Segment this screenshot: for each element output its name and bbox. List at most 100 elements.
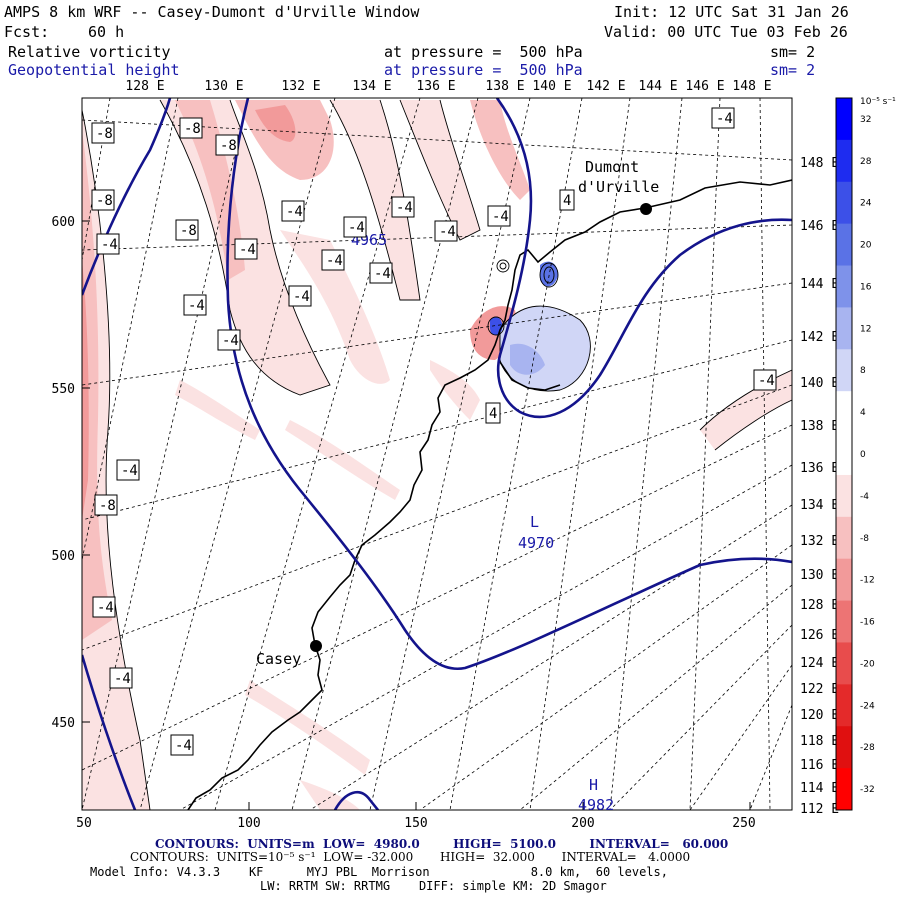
vort-label: -4	[239, 242, 256, 258]
colorbar-label: -24	[860, 701, 875, 711]
lon-label: 120 E	[800, 708, 839, 723]
field2-smoothing: sm= 2	[770, 61, 816, 79]
lon-label: 132 E	[800, 534, 839, 549]
colorbar-cell	[836, 181, 852, 225]
colorbar-cell	[836, 98, 852, 141]
vort-label: -8	[184, 121, 201, 137]
x-tick-label: 150	[404, 816, 427, 831]
lon-label: 138 E	[800, 419, 839, 434]
lon-label: 138 E	[485, 79, 524, 94]
colorbar-cell	[836, 223, 852, 267]
colorbar-cell	[836, 516, 852, 560]
field1-name: Relative vorticity	[8, 43, 171, 61]
vort-label: -4	[114, 671, 131, 687]
valid-time: Valid: 00 UTC Tue 03 Feb 26	[604, 23, 848, 41]
colorbar-unit: 10⁻⁵ s⁻¹	[860, 97, 896, 107]
vort-label: 4	[489, 406, 497, 422]
height-contour-info: CONTOURS: UNITS=m LOW= 4980.0 HIGH= 5100…	[155, 837, 729, 851]
colorbar-label: -4	[860, 492, 869, 502]
height-contours	[82, 98, 792, 810]
vort-label: -4	[439, 224, 456, 240]
lon-label: 128 E	[125, 79, 164, 94]
y-tick-label: 600	[52, 215, 75, 230]
vort-label: -4	[374, 266, 391, 282]
lon-label: 128 E	[800, 598, 839, 613]
high-center-value: 4982	[578, 796, 614, 814]
colorbar-cell	[836, 265, 852, 308]
low-center-value: 4970	[518, 534, 554, 552]
colorbar-cell	[836, 600, 852, 643]
colorbar-cell	[836, 684, 852, 727]
vort-label: -4	[286, 204, 303, 220]
vort-label: -4	[222, 333, 239, 349]
dumont-label-line2: d'Urville	[578, 178, 659, 196]
colorbar-label: -12	[860, 576, 875, 586]
lon-label: 142 E	[800, 330, 839, 345]
colorbar-label: 20	[860, 241, 872, 251]
lon-label: 130 E	[204, 79, 243, 94]
right-longitude-labels: 148 E 146 E 144 E 142 E 140 E 138 E 136 …	[800, 156, 839, 817]
lon-label: 140 E	[800, 376, 839, 391]
vorticity-labels: -8 -8 -8 -8 -4 -4 -4 -4 -4 -8 -4 -4 -4 -…	[91, 107, 777, 756]
y-tick-label: 500	[52, 549, 75, 564]
lon-label: 146 E	[685, 79, 724, 94]
colorbar-cell	[836, 558, 852, 602]
vorticity-contour-info: CONTOURS: UNITS=10⁻⁵ s⁻¹ LOW= -32.000 HI…	[130, 850, 691, 864]
vort-label: 4	[563, 193, 571, 209]
vort-label: -8	[96, 193, 113, 209]
y-tick-label: 550	[52, 382, 75, 397]
high-center-letter: H	[589, 776, 598, 794]
lon-label: 136 E	[416, 79, 455, 94]
lon-label: 148 E	[800, 156, 839, 171]
colorbar-cells	[836, 98, 852, 811]
colorbar-label: -20	[860, 659, 875, 669]
vort-label: -4	[396, 200, 413, 216]
lon-label: 126 E	[800, 628, 839, 643]
vort-label: -8	[180, 223, 197, 239]
vort-label: -4	[188, 298, 205, 314]
colorbar-label: 12	[860, 324, 871, 334]
vort-label: -4	[101, 237, 118, 253]
x-tick-label: 250	[732, 816, 755, 831]
colorbar-labels: 32 28 24 20 16 12 8 4 0 -4 -8 -12 -16 -20 -24 -28 -32	[860, 115, 875, 795]
colorbar-cell	[836, 139, 852, 183]
colorbar-cell	[836, 726, 852, 769]
model-info-line2: LW: RRTM SW: RRTMG DIFF: simple KM: 2D S…	[260, 879, 607, 893]
y-tick-label: 450	[52, 716, 75, 731]
vort-label: -4	[293, 289, 310, 305]
left-axis-labels: 600 550 500 450	[52, 215, 75, 731]
vort-label: -4	[758, 373, 775, 389]
axis-ticks	[81, 220, 751, 810]
x-tick-label: 50	[76, 816, 92, 831]
field2-name: Geopotential height	[8, 61, 180, 79]
casey-station-marker	[310, 640, 322, 652]
lon-label: 140 E	[532, 79, 571, 94]
lon-label: 146 E	[800, 219, 839, 234]
lon-label: 112 E	[800, 802, 839, 817]
lon-label: 124 E	[800, 656, 839, 671]
lon-label: 130 E	[800, 568, 839, 583]
vort-label: -4	[326, 253, 343, 269]
vort-label: -8	[96, 126, 113, 142]
vort-label: -4	[175, 738, 192, 754]
dumont-label-line1: Dumont	[585, 158, 639, 176]
lon-label: 132 E	[281, 79, 320, 94]
vort-label: -8	[220, 138, 237, 154]
vort-label: -4	[121, 463, 138, 479]
colorbar-cell	[836, 642, 852, 685]
station-labels: Dumont d'Urville Casey	[256, 158, 659, 668]
lon-label: 144 E	[800, 277, 839, 292]
vort-label: -4	[492, 209, 509, 225]
map-title: AMPS 8 km WRF -- Casey-Dumont d'Urville …	[4, 3, 420, 21]
vorticity-shading	[82, 100, 792, 810]
forecast-label: Fcst:	[4, 23, 50, 41]
lon-label: 142 E	[586, 79, 625, 94]
colorbar: 10⁻⁵ s⁻¹ 32 28 24 20 16 12 8 4 0 -4 -8 -12 -16 -20 -24…	[835, 97, 896, 811]
field2-level: at pressure = 500 hPa	[384, 61, 583, 79]
vorticity-contours	[82, 99, 792, 810]
lon-label: 136 E	[800, 461, 839, 476]
colorbar-cell	[836, 474, 852, 518]
vort-label: -4	[716, 111, 733, 127]
vort-label: -8	[99, 498, 116, 514]
